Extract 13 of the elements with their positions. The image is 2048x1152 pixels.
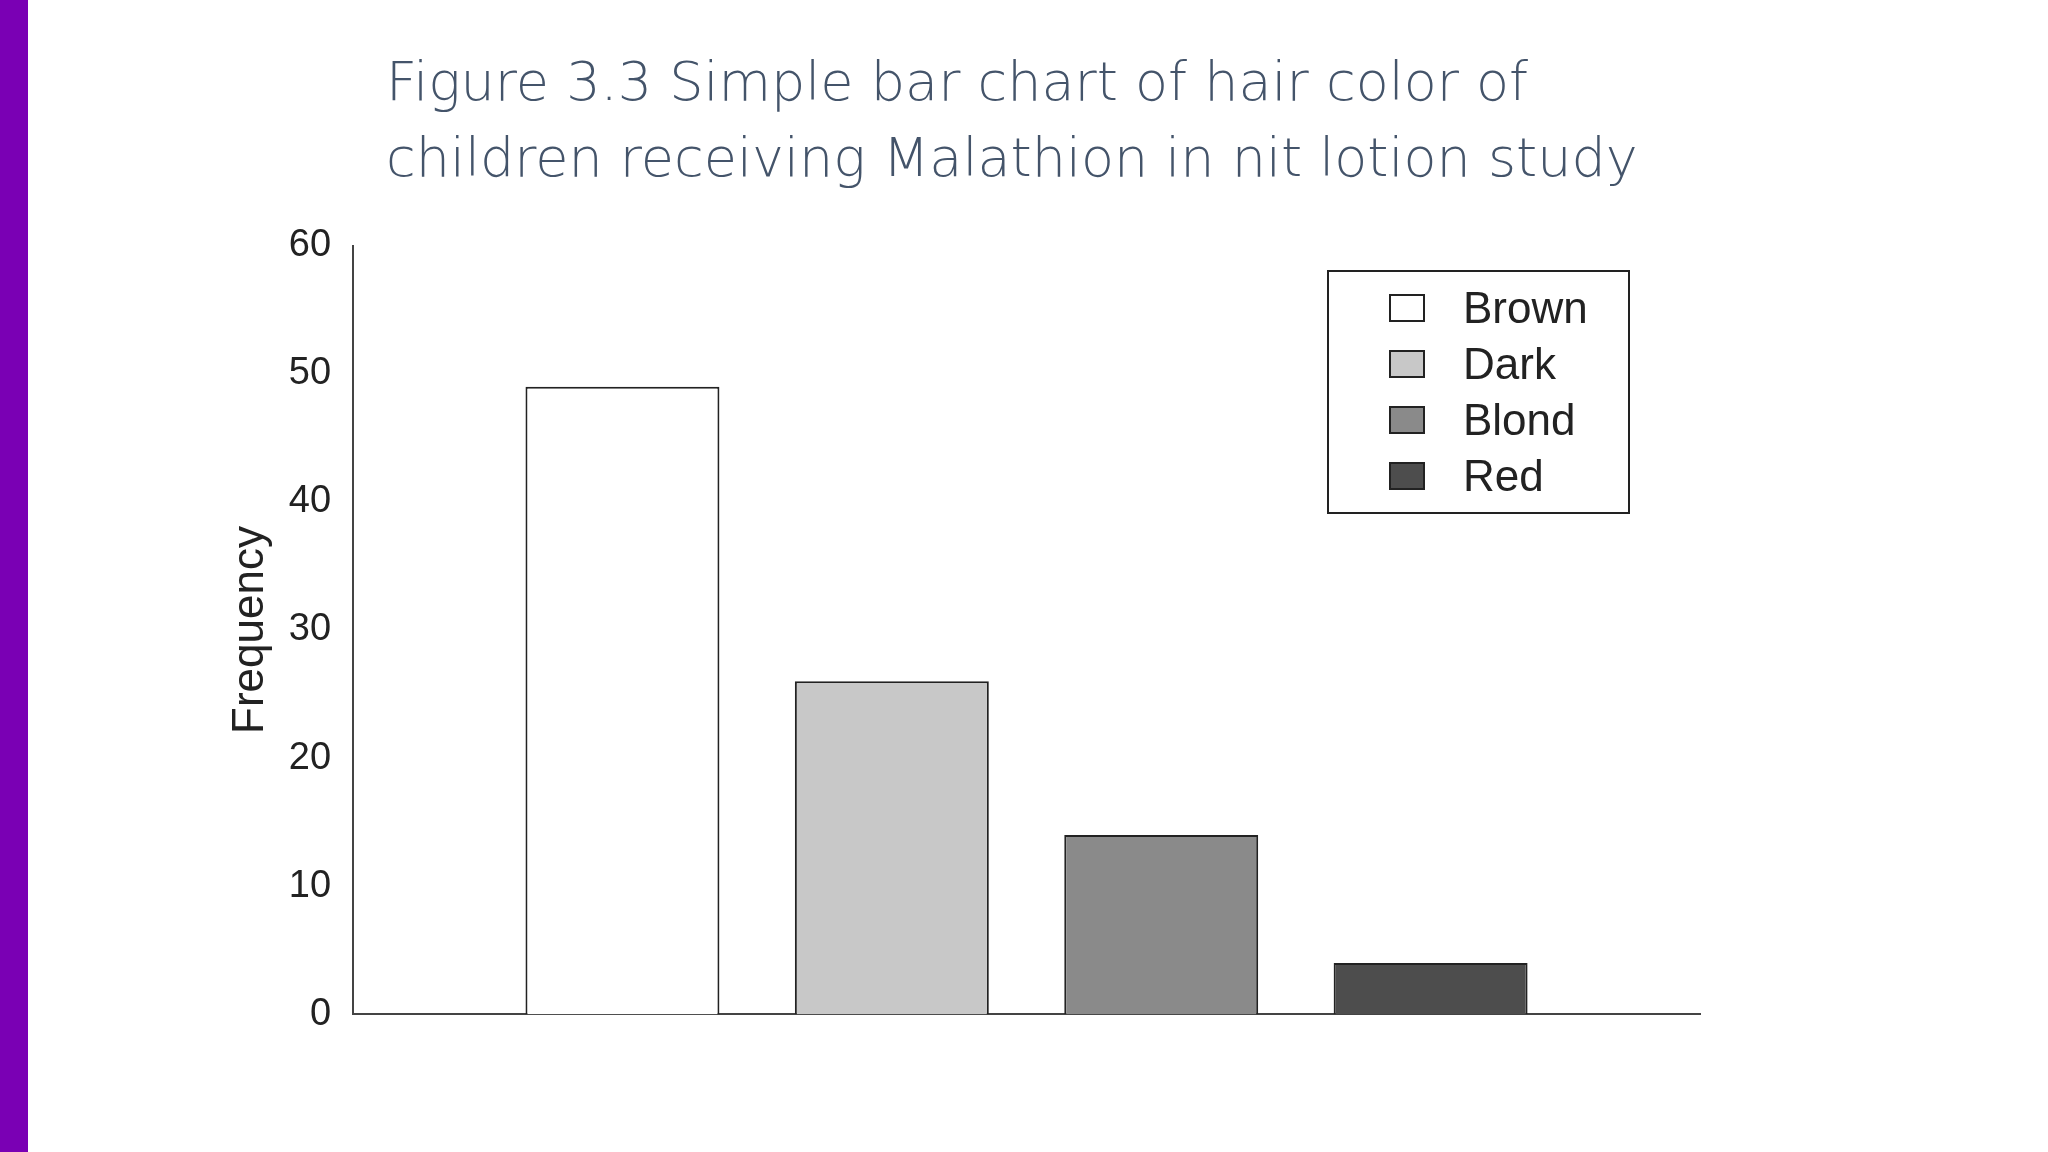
y-tick-label: 40 [288,478,332,521]
y-tick-label: 10 [288,862,332,905]
y-tick-label: 0 [309,990,332,1033]
y-tick-label: 30 [288,606,332,649]
y-tick-label: 20 [288,734,332,777]
y-tick-label: 50 [288,350,332,393]
text: Brown [1463,281,1588,334]
legend-label: Blond [1463,393,1576,446]
legend-label: Red [1463,449,1544,502]
chart-title: Figure 3.3 Simple bar chart of hair color of children receiving Malathion in nit lotion study [386,49,1639,191]
y-tick-label: 60 [288,222,332,265]
y-axis-title: Frequency [222,526,272,734]
legend-label: Dark [1463,337,1556,390]
